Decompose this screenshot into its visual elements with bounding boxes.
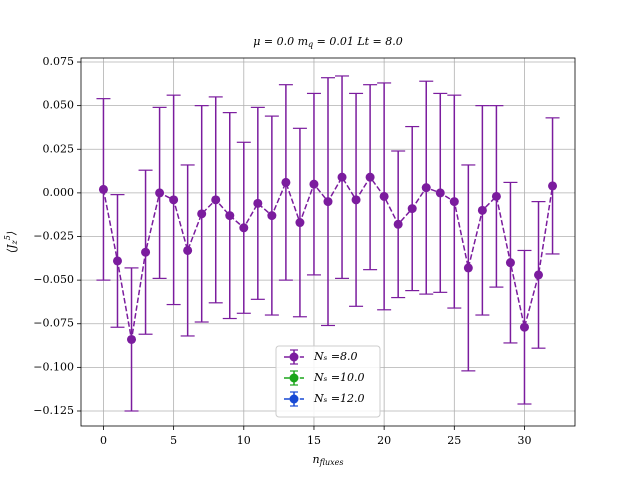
marker <box>267 211 277 221</box>
y-axis-label-sup: 5 <box>3 235 12 240</box>
x-tick-label: 20 <box>377 434 391 447</box>
marker <box>477 205 487 215</box>
chart-title-part: = 0.01 Lt = 8.0 <box>313 35 403 48</box>
marker <box>98 184 108 194</box>
marker <box>211 195 221 205</box>
x-axis-label: nfluxes <box>313 453 344 467</box>
marker <box>225 211 235 221</box>
y-tick-label: 0.025 <box>43 142 75 155</box>
marker <box>127 334 137 344</box>
y-tick-label: −0.100 <box>33 360 74 373</box>
marker <box>351 195 361 205</box>
y-axis-label-part: ⟩ <box>5 231 18 236</box>
x-tick-label: 10 <box>237 434 251 447</box>
x-tick-label: 15 <box>307 434 321 447</box>
marker <box>337 172 347 182</box>
marker <box>505 258 515 268</box>
legend-label: Nₛ =12.0 <box>313 392 365 405</box>
marker <box>239 223 249 233</box>
marker <box>534 270 544 280</box>
y-tick-label: −0.050 <box>33 273 74 286</box>
legend-marker <box>289 373 299 383</box>
marker <box>295 218 305 228</box>
chart-title-part: μ = 0.0 m <box>253 35 308 48</box>
marker <box>169 195 179 205</box>
plot-frame <box>80 57 576 427</box>
legend-label: Nₛ =10.0 <box>313 371 365 384</box>
marker <box>548 181 558 191</box>
marker <box>323 197 333 207</box>
x-tick-label: 0 <box>100 434 107 447</box>
marker <box>141 247 151 257</box>
x-tick-label: 5 <box>170 434 177 447</box>
chart-title: μ = 0.0 mq = 0.01 Lt = 8.0 <box>253 35 403 49</box>
x-tick-label: 30 <box>517 434 531 447</box>
legend-marker <box>289 352 299 362</box>
marker <box>463 263 473 273</box>
marker <box>393 219 403 229</box>
x-axis-label-part: n <box>313 453 320 466</box>
y-axis-label: ⟨Jz5⟩ <box>3 231 19 253</box>
marker <box>421 183 431 193</box>
marker <box>449 197 459 207</box>
y-tick-label: 0.075 <box>43 55 75 68</box>
marker <box>183 245 193 255</box>
y-axis-label-sub: z <box>10 239 19 245</box>
x-tick-label: 25 <box>447 434 461 447</box>
marker <box>519 322 529 332</box>
marker <box>379 191 389 201</box>
legend-marker <box>289 394 299 404</box>
y-tick-label: 0.050 <box>43 99 75 112</box>
marker <box>365 172 375 182</box>
marker <box>155 188 165 198</box>
y-axis-label-part: ⟨J <box>5 244 18 253</box>
marker <box>407 204 417 214</box>
marker <box>112 256 122 266</box>
chart-title-sub: q <box>308 40 313 49</box>
legend-label: Nₛ =8.0 <box>313 350 358 363</box>
marker <box>435 188 445 198</box>
marker <box>281 177 291 187</box>
marker <box>197 209 207 219</box>
y-tick-label: −0.075 <box>33 317 74 330</box>
marker <box>309 179 319 189</box>
marker <box>253 198 263 208</box>
y-tick-label: 0.000 <box>43 186 75 199</box>
x-axis-label-sub: fluxes <box>319 458 344 467</box>
y-tick-label: −0.025 <box>33 230 74 243</box>
y-tick-label: −0.125 <box>33 404 74 417</box>
marker <box>491 191 501 201</box>
